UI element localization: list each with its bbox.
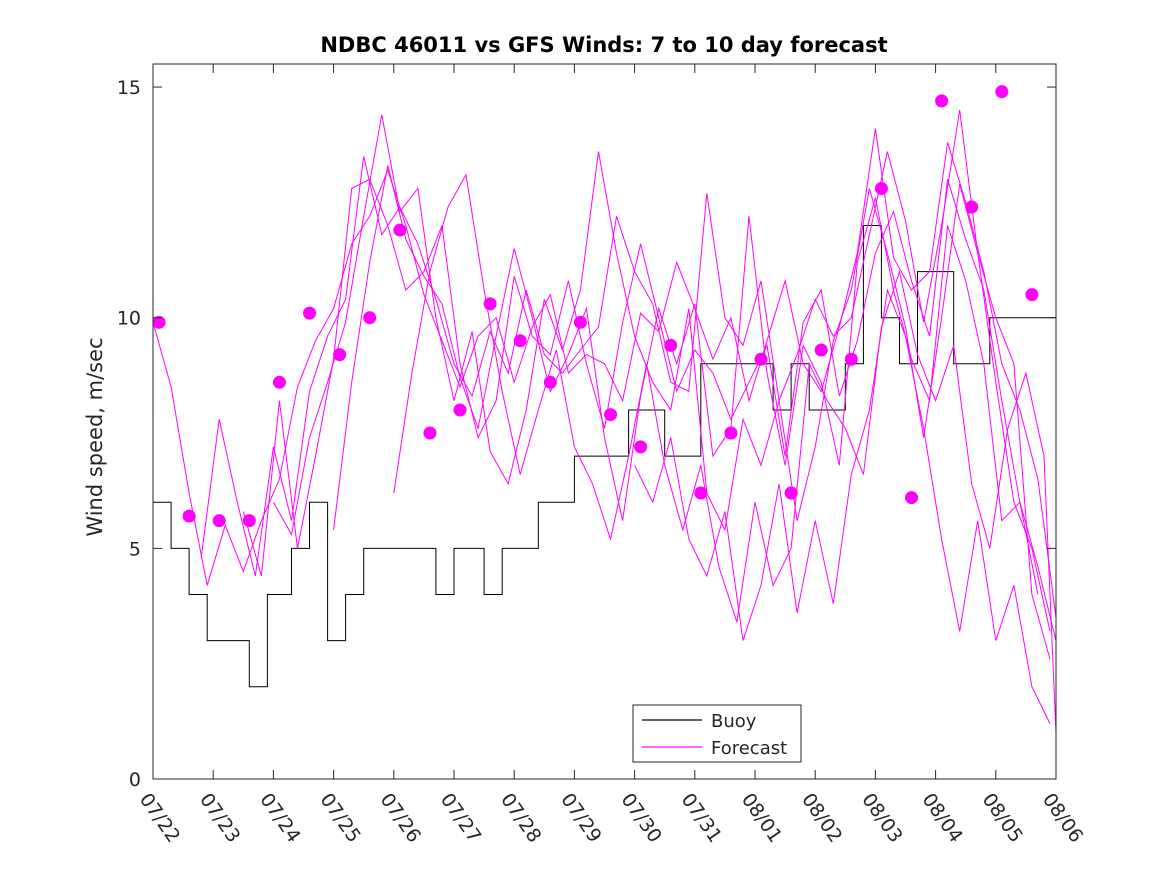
forecast-marker [333,348,347,362]
forecast-series-line-1 [152,128,1057,618]
plot-frame [152,63,1057,780]
forecast-marker [483,297,497,311]
forecast-marker [634,440,648,454]
forecast-marker [965,200,979,214]
forecast-marker [363,311,377,325]
forecast-marker [513,334,527,348]
forecast-marker [543,375,557,389]
forecast-series-line-2 [200,110,1051,660]
forecast-marker [844,352,858,366]
forecast-marker [935,94,949,108]
y-tick-label: 0 [129,769,141,791]
forecast-marker [152,315,166,329]
forecast-marker [423,426,437,440]
forecast-marker [664,338,678,352]
legend-box [632,704,802,763]
forecast-marker [874,182,888,196]
forecast-marker [303,306,317,320]
forecast-marker [212,514,226,528]
forecast-marker [393,223,407,237]
y-tick-label: 5 [129,538,141,560]
forecast-marker [784,486,798,500]
y-tick-label: 15 [117,77,141,99]
chart-title: NDBC 46011 vs GFS Winds: 7 to 10 day for… [320,33,887,57]
forecast-series-line-3 [242,178,1039,595]
legend: Buoy Forecast [632,704,802,763]
forecast-marker [694,486,708,500]
forecast-marker [182,509,196,523]
forecast-series-line-5 [333,165,1057,641]
forecast-marker [1025,288,1039,302]
plot-area [152,85,1057,733]
forecast-marker [905,491,919,505]
forecast-series-line-4 [272,114,1051,632]
legend-label-buoy: Buoy [711,711,757,732]
forecast-marker [272,375,286,389]
forecast-marker [604,408,618,422]
forecast-series-line-7 [634,288,1051,724]
forecast-series-line-6 [393,173,1057,733]
forecast-marker [453,403,467,417]
buoy-series-line [153,225,1056,688]
y-tick-label: 10 [117,308,141,330]
forecast-marker [573,315,587,329]
forecast-marker [754,352,768,366]
legend-label-forecast: Forecast [711,738,787,759]
forecast-marker [995,85,1009,99]
forecast-marker [242,514,256,528]
y-axis-label: Wind speed, m/sec [83,337,107,536]
forecast-marker [814,343,828,357]
forecast-marker [724,426,738,440]
